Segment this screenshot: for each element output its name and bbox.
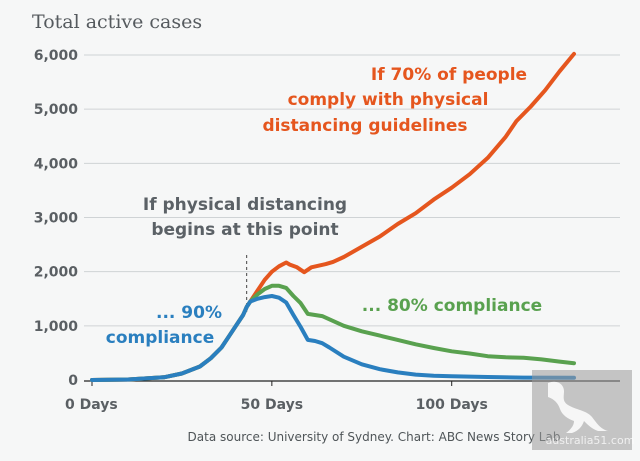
annotation-70-line-3: distancing guidelines — [262, 116, 467, 136]
watermark-text: australia51.com — [546, 434, 635, 447]
y-axis: 0 1,000 2,000 3,000 4,000 5,000 6,000 — [34, 48, 79, 389]
grid — [84, 54, 620, 382]
annotation-70-line-1: If 70% of people — [371, 65, 527, 85]
x-tick-label: 0 Days — [65, 397, 118, 413]
y-tick-label: 4,000 — [34, 156, 79, 172]
chart-title: Total active cases — [32, 11, 202, 33]
x-tick-label: 50 Days — [241, 397, 303, 413]
y-tick-label: 3,000 — [34, 211, 79, 227]
annotation-70-percent: If 70% of people comply with physical di… — [262, 65, 527, 136]
series-lines — [90, 51, 576, 382]
annotation-90-line-1: ... 90% — [156, 303, 222, 323]
y-tick-label: 1,000 — [34, 319, 79, 335]
y-tick-label: 0 — [68, 373, 78, 389]
annotation-70-line-2: comply with physical — [288, 90, 489, 110]
x-axis: 0 Days 50 Days 100 Days — [65, 381, 488, 413]
y-tick-label: 2,000 — [34, 265, 79, 281]
y-tick-label: 5,000 — [34, 102, 79, 118]
source-note: Data source: University of Sydney. Chart… — [188, 430, 561, 444]
annotation-start-line-2: begins at this point — [151, 220, 338, 240]
annotation-90-percent: ... 90% compliance — [106, 303, 222, 348]
annotation-distancing-start: If physical distancing begins at this po… — [143, 195, 347, 240]
y-tick-label: 6,000 — [34, 48, 79, 64]
annotation-80-percent: ... 80% compliance — [362, 296, 542, 316]
watermark-logo: australia51.com — [532, 370, 634, 450]
annotation-start-line-1: If physical distancing — [143, 195, 347, 215]
series-line-90-percent — [90, 294, 576, 382]
x-tick-label: 100 Days — [416, 397, 488, 413]
annotation-90-line-2: compliance — [106, 328, 214, 348]
